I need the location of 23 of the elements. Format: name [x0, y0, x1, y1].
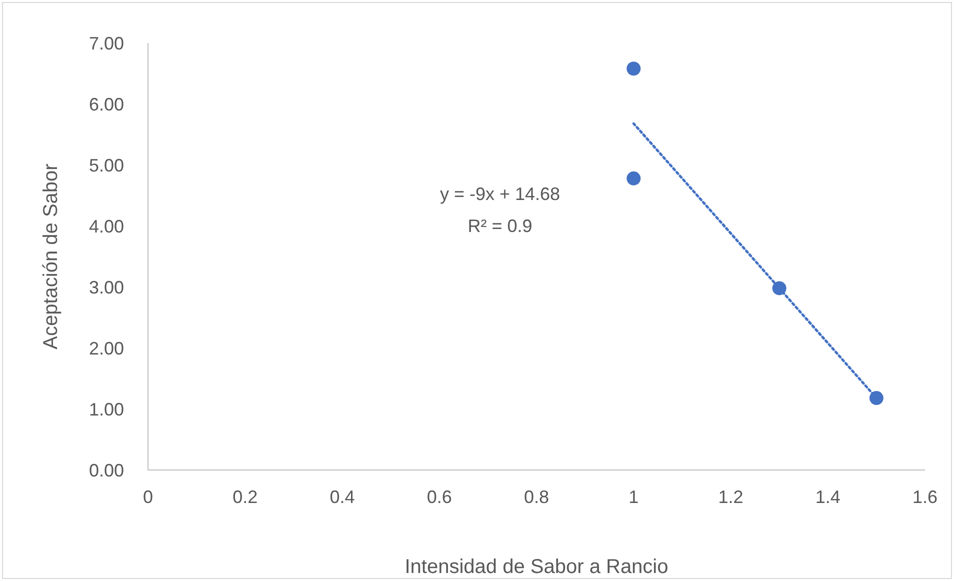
x-tick-label: 1 [628, 486, 639, 507]
y-tick-label: 0.00 [88, 460, 124, 480]
annotation: R² = 0.9 [466, 215, 534, 238]
y-tick-label: 4.00 [88, 216, 124, 236]
x-tick-label: 0 [142, 486, 154, 507]
x-tick-label: 0.6 [426, 486, 452, 507]
x-tick-label: 0.4 [330, 486, 355, 507]
y-tick-label: 3.00 [88, 277, 124, 298]
y-tick-label: 1.00 [88, 399, 124, 420]
annotation: y = -9x + 14.68 [438, 183, 562, 206]
y-tick-label: 2.00 [88, 338, 124, 358]
point [626, 62, 641, 76]
x-axis-title: Intensidad de Sabor a Rancio [404, 556, 668, 578]
y-tick-label: 6.00 [88, 94, 124, 114]
x-tick-label: 1.2 [718, 486, 744, 507]
y-tick-label: 5.00 [88, 155, 124, 176]
x-tick-label: 0.8 [524, 486, 550, 507]
y-tick-label: 7.00 [88, 33, 124, 54]
x-tick-label: 0.2 [232, 486, 258, 507]
point [626, 171, 641, 186]
x-tick-label: 1.4 [815, 486, 840, 507]
y-axis-title: Aceptación de Sabor [40, 163, 62, 350]
x-tick-label: 1.6 [912, 486, 938, 507]
